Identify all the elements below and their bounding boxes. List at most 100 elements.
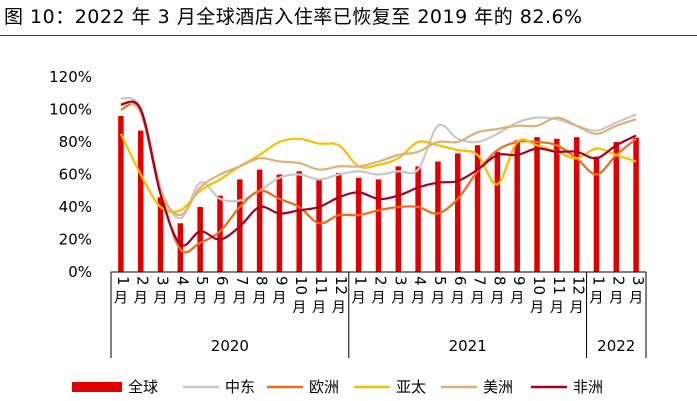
bar-series [118,116,639,272]
x-tick-unit: 月 [589,291,603,307]
x-tick-label: 3月 [154,276,172,307]
line-series-group [119,96,637,254]
x-tick-number: 3 [391,276,409,286]
x-tick-label: 2月 [609,276,627,307]
series-line [120,101,637,217]
x-tick-unit: 月 [490,291,504,307]
x-tick-label: 4月 [173,276,191,307]
bar [256,169,263,272]
x-tick-number: 8 [253,276,271,286]
x-tick-label: 2月 [372,276,390,307]
x-tick-label: 1月 [589,276,607,307]
bar [474,145,481,272]
series-line [120,102,637,254]
x-tick-label: 12 月 [570,276,588,316]
x-tick-label: 3月 [629,276,647,307]
x-tick-number: 7 [471,276,489,286]
bar [137,130,144,272]
x-tick-unit: 月 [431,291,445,307]
legend-swatch [72,382,122,392]
bar [296,171,302,272]
x-tick-unit: 月 [510,291,524,307]
y-tick-label: 120% [49,68,92,86]
y-tick-label: 0% [68,263,92,281]
bar [316,179,322,272]
x-tick-unit: 月 [233,291,247,307]
y-tick-label: 80% [59,133,92,151]
x-tick-unit: 月 [451,291,465,307]
x-tick-label: 5月 [193,276,211,307]
x-tick-label: 1月 [352,276,370,307]
x-tick-unit: 月 [609,291,623,307]
x-tick-label: 8月 [253,276,271,307]
bar [514,140,520,272]
x-tick-label: 7月 [471,276,489,307]
x-tick-unit: 月 [411,291,425,307]
x-tick-unit: 月 [570,300,584,316]
y-axis: 0% 20% 40% 60% 80% 100% 120% [49,68,92,281]
bar [395,166,402,272]
x-tick-label: 12 月 [332,276,350,316]
legend-label: 欧洲 [309,378,339,396]
x-tick-unit: 月 [173,291,187,307]
x-tick-number: 12 [570,276,588,295]
x-tick-unit: 月 [114,291,128,307]
x-tick-label: 9月 [510,276,528,307]
x-tick-number: 9 [510,276,528,286]
y-tick-label: 20% [59,231,92,249]
x-tick-unit: 月 [372,291,386,307]
x-tick-number: 1 [352,276,370,286]
series-line [120,100,637,247]
x-tick-label: 11 月 [550,276,568,316]
x-tick-label: 10 月 [530,276,548,316]
x-tick-unit: 月 [312,300,326,316]
x-tick-label: 2月 [134,276,152,307]
x-tick-unit: 月 [154,291,168,307]
x-tick-number: 10 [292,276,310,295]
x-tick-number: 2 [372,276,390,286]
x-tick-unit: 月 [292,300,306,316]
title-rule [0,35,697,36]
bar [375,179,382,272]
bar [534,137,540,272]
bar [573,137,580,272]
bar [217,195,223,272]
x-tick-unit: 月 [352,291,366,307]
bar [415,166,421,272]
bar [554,138,560,272]
x-tick-label: 1月 [114,276,132,307]
legend-label: 亚太 [396,378,426,396]
x-tick-number: 1 [590,276,608,286]
x-tick-number: 5 [193,276,211,286]
x-tick-unit: 月 [213,291,227,307]
x-tick-number: 2 [134,276,152,286]
x-tick-number: 4 [411,276,429,286]
year-label: 2022 [597,337,635,355]
legend-label: 美洲 [483,378,513,396]
x-tick-unit: 月 [253,291,267,307]
x-tick-label: 11 月 [312,276,330,316]
y-tick-label: 60% [59,166,92,184]
x-tick-number: 7 [233,276,251,286]
x-tick-number: 1 [114,276,132,286]
bar [494,151,501,272]
x-tick-label: 6月 [451,276,469,307]
legend-label: 中东 [225,378,255,396]
x-tick-label: 5月 [431,276,449,307]
x-tick-number: 12 [332,276,350,295]
bar [157,197,164,272]
x-tick-number: 3 [629,276,647,286]
y-tick-label: 100% [49,101,92,119]
legend-label: 全球 [128,378,158,396]
x-tick-number: 10 [530,276,548,295]
x-tick-unit: 月 [550,300,564,316]
x-tick-unit: 月 [134,291,148,307]
x-tick-unit: 月 [332,300,346,316]
bar [455,153,461,272]
x-tick-number: 6 [451,276,469,286]
x-tick-label: 4月 [411,276,429,307]
x-tick-number: 3 [154,276,172,286]
x-axis: 1月2月3月4月5月6月7月8月9月10月11月12月1月2月3月4月5月6月7… [110,271,647,358]
x-tick-number: 11 [312,276,330,295]
